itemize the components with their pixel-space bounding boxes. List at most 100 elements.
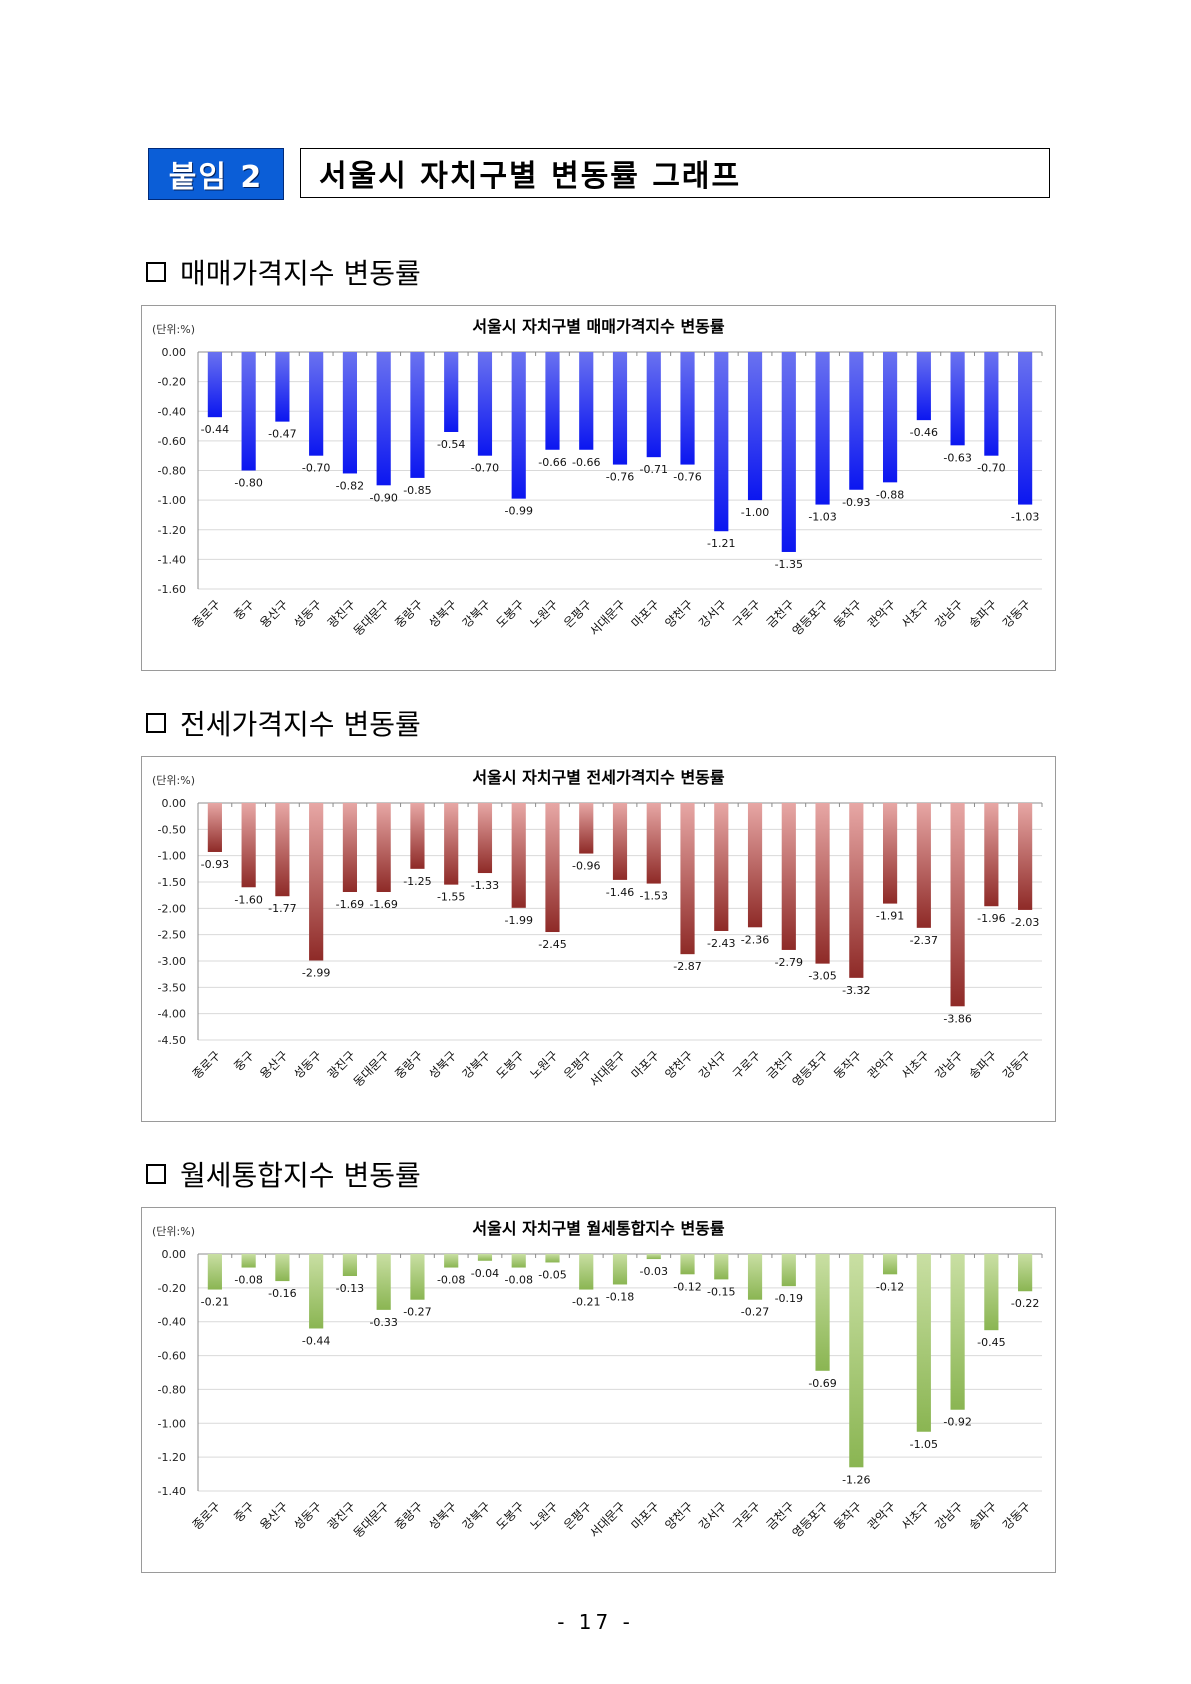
data-label: -1.26 xyxy=(842,1473,870,1486)
bar xyxy=(410,352,425,478)
data-label: -1.91 xyxy=(876,910,904,923)
x-tick-label: 종로구 xyxy=(190,1499,223,1532)
x-tick-label: 종로구 xyxy=(190,1048,223,1081)
data-label: -0.66 xyxy=(572,456,600,469)
bar xyxy=(579,352,594,450)
bar xyxy=(882,352,898,483)
data-label: -0.03 xyxy=(640,1265,668,1278)
bar xyxy=(815,803,830,964)
x-tick-label: 구로구 xyxy=(730,1048,763,1081)
x-tick-label: 성북구 xyxy=(426,1499,459,1532)
bar xyxy=(781,352,796,552)
section-heading-jeonse: 전세가격지수 변동률 xyxy=(146,703,421,743)
x-tick-label: 송파구 xyxy=(966,1048,999,1081)
x-tick-label: 동대문구 xyxy=(351,597,392,638)
bar xyxy=(511,352,526,499)
bar xyxy=(849,1254,864,1468)
x-tick-label: 동작구 xyxy=(831,597,864,630)
data-label: -1.05 xyxy=(910,1438,938,1451)
data-label: -1.21 xyxy=(707,537,735,550)
data-label: -0.82 xyxy=(336,479,364,492)
data-label: -1.03 xyxy=(1011,511,1039,524)
data-label: -0.46 xyxy=(910,426,938,439)
data-label: -1.03 xyxy=(808,511,836,524)
y-tick-label: 0.00 xyxy=(162,797,187,810)
x-tick-label: 관악구 xyxy=(865,597,898,630)
page-title: 서울시 자치구별 변동률 그래프 xyxy=(300,148,1050,198)
data-label: -0.15 xyxy=(707,1285,735,1298)
data-label: -1.33 xyxy=(471,879,499,892)
bar xyxy=(714,1254,729,1280)
bar xyxy=(477,803,493,874)
bar xyxy=(984,352,999,456)
y-tick-label: -1.00 xyxy=(158,1417,186,1430)
x-tick-label: 관악구 xyxy=(865,1048,898,1081)
bar xyxy=(916,352,931,421)
chart-frame-jeonse: 서울시 자치구별 전세가격지수 변동률 (단위:%) 0.00 -0.50 -1.00 -… xyxy=(141,756,1056,1122)
x-tick-label: 강동구 xyxy=(1000,1499,1033,1532)
y-tick-label: -1.60 xyxy=(158,583,186,596)
bar xyxy=(342,803,358,893)
bar xyxy=(275,1254,290,1282)
x-tick-label: 마포구 xyxy=(629,1048,662,1081)
bar xyxy=(747,352,763,501)
bar xyxy=(207,352,222,418)
data-label: -0.44 xyxy=(302,1334,330,1347)
bar xyxy=(680,1254,695,1275)
bar xyxy=(1018,803,1033,910)
x-tick-label: 강동구 xyxy=(1000,597,1033,630)
x-tick-label: 중구 xyxy=(231,1048,257,1074)
data-label: -0.45 xyxy=(977,1336,1005,1349)
data-label: -2.03 xyxy=(1011,916,1039,929)
data-label: -0.21 xyxy=(201,1296,229,1309)
bar xyxy=(781,1254,796,1287)
data-label: -0.90 xyxy=(369,491,397,504)
x-tick-label: 중랑구 xyxy=(392,1499,425,1532)
chart-monthly-rent: 서울시 자치구별 월세통합지수 변동률 (단위:%) 0.00 -0.20 -0.40 -… xyxy=(152,1219,1043,1540)
bar xyxy=(747,803,763,928)
x-tick-label: 서초구 xyxy=(899,1048,932,1081)
data-label: -0.88 xyxy=(876,488,904,501)
data-label: -2.43 xyxy=(707,937,735,950)
data-label: -0.70 xyxy=(471,462,499,475)
bar xyxy=(612,1254,628,1285)
data-label: -2.45 xyxy=(538,938,566,951)
y-tick-label: -1.50 xyxy=(158,876,186,889)
x-tick-label: 성동구 xyxy=(291,1499,324,1532)
data-label: -3.32 xyxy=(842,984,870,997)
bar xyxy=(309,803,324,961)
bar xyxy=(545,352,560,450)
chart-sale: 서울시 자치구별 매매가격지수 변동률 (단위:%) 0.00 -0.20 -0.40 -… xyxy=(152,317,1043,638)
data-label: -1.99 xyxy=(504,914,532,927)
x-tick-label: 용산구 xyxy=(257,1499,290,1532)
data-label: -0.66 xyxy=(538,456,566,469)
data-label: -0.18 xyxy=(606,1290,634,1303)
data-label: -0.08 xyxy=(504,1274,532,1287)
y-tick-label: -2.00 xyxy=(158,902,186,915)
y-tick-label: -1.40 xyxy=(158,553,186,566)
bar xyxy=(444,803,459,885)
x-tick-label: 강서구 xyxy=(696,597,729,630)
bar xyxy=(545,1254,560,1263)
x-tick-label: 서초구 xyxy=(899,1499,932,1532)
bar xyxy=(579,803,594,854)
bar xyxy=(950,352,965,446)
bar xyxy=(275,803,290,897)
bar xyxy=(309,352,324,456)
bar xyxy=(410,1254,425,1300)
chart-frame-sale: 서울시 자치구별 매매가격지수 변동률 (단위:%) 0.00 -0.20 -0.40 -… xyxy=(141,305,1056,671)
bar xyxy=(477,1254,493,1261)
x-tick-label: 성북구 xyxy=(426,1048,459,1081)
x-tick-label: 강북구 xyxy=(460,1048,493,1081)
x-tick-label: 마포구 xyxy=(629,597,662,630)
x-tick-label: 마포구 xyxy=(629,1499,662,1532)
y-tick-label: -0.50 xyxy=(158,823,186,836)
bar xyxy=(984,1254,999,1331)
x-tick-label: 노원구 xyxy=(527,1048,560,1081)
bar xyxy=(815,1254,830,1371)
x-tick-label: 서대문구 xyxy=(587,1048,628,1089)
data-label: -0.33 xyxy=(369,1316,397,1329)
data-label: -1.25 xyxy=(403,875,431,888)
bar xyxy=(646,352,661,458)
bar xyxy=(511,1254,526,1268)
